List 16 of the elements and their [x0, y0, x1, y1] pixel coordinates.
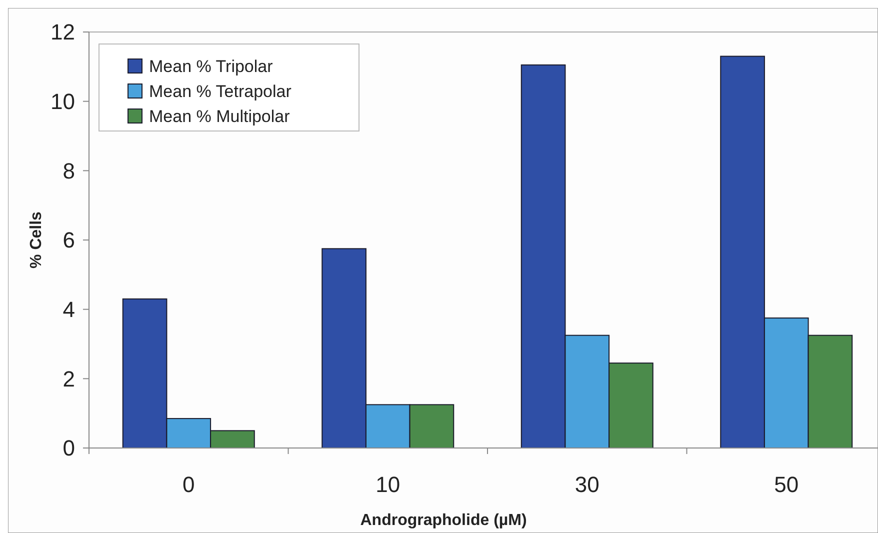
x-tick-label: 50	[774, 472, 799, 497]
x-tick-label: 0	[182, 472, 195, 497]
legend-label: Mean % Multipolar	[149, 106, 290, 126]
x-tick-label: 10	[376, 472, 400, 497]
y-axis-title: % Cells	[28, 211, 45, 268]
y-tick-label: 0	[62, 436, 75, 461]
y-tick-label: 12	[50, 20, 75, 45]
x-axis-title: Andrographolide (µM)	[360, 512, 527, 529]
y-tick-label: 8	[62, 158, 75, 184]
y-tick-label: 2	[62, 366, 75, 392]
legend-label: Mean % Tetrapolar	[149, 82, 292, 101]
y-tick-label: 4	[62, 297, 75, 322]
y-tick-label: 10	[50, 89, 75, 114]
x-tick-label: 30	[574, 472, 600, 497]
y-tick-label: 6	[62, 228, 75, 253]
legend-label: Mean % Tripolar	[149, 56, 274, 76]
